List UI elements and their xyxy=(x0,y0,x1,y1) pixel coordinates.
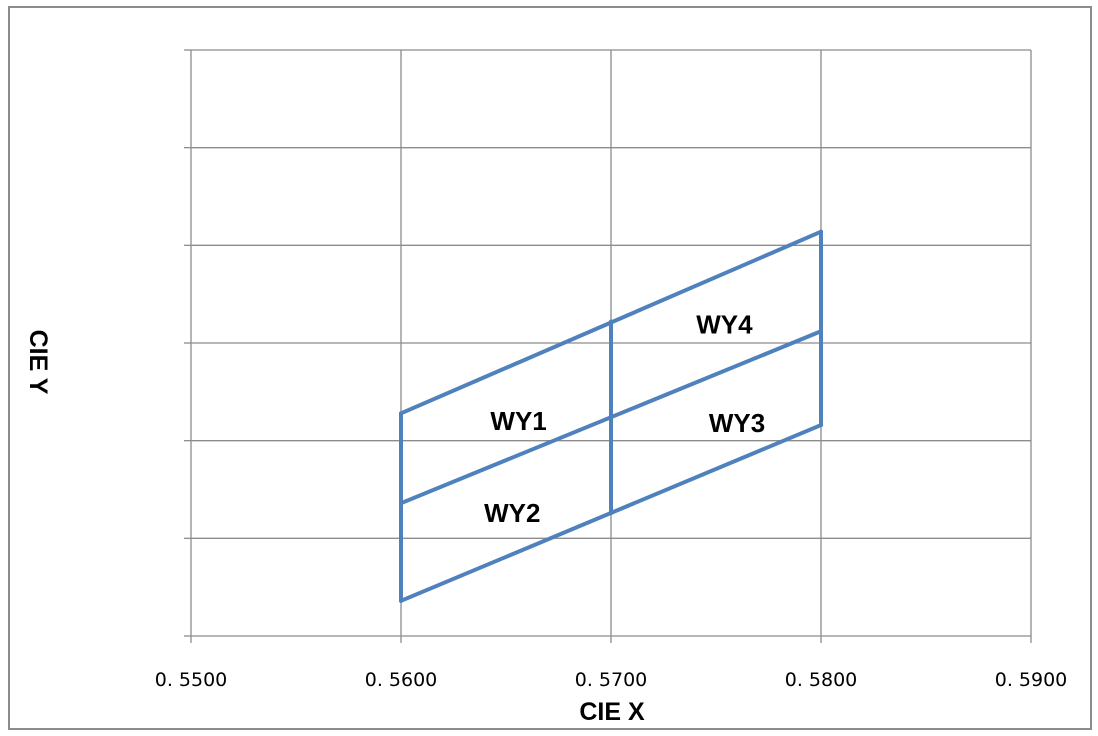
chart-frame xyxy=(8,6,1092,730)
region-label: WY1 xyxy=(490,406,546,436)
x-tick-label: 0. 5500 xyxy=(155,669,228,691)
axis-layer xyxy=(184,49,1032,643)
region-label: WY3 xyxy=(709,408,765,438)
region-label: WY4 xyxy=(696,309,753,339)
y-axis-title: CIE Y xyxy=(24,330,52,395)
x-tick-label: 0. 5800 xyxy=(785,669,858,691)
x-tick-label: 0. 5700 xyxy=(575,669,648,691)
x-tick-label: 0. 5900 xyxy=(995,669,1068,691)
x-axis-title: CIE X xyxy=(579,698,645,726)
x-tick-label: 0. 5600 xyxy=(365,669,438,691)
label-layer: 0. 5500 0. 5600 0. 5700 0. 5800 0. 5900 WY1 WY… xyxy=(155,309,1068,691)
region-label: WY2 xyxy=(484,498,540,528)
series-layer xyxy=(399,229,823,603)
